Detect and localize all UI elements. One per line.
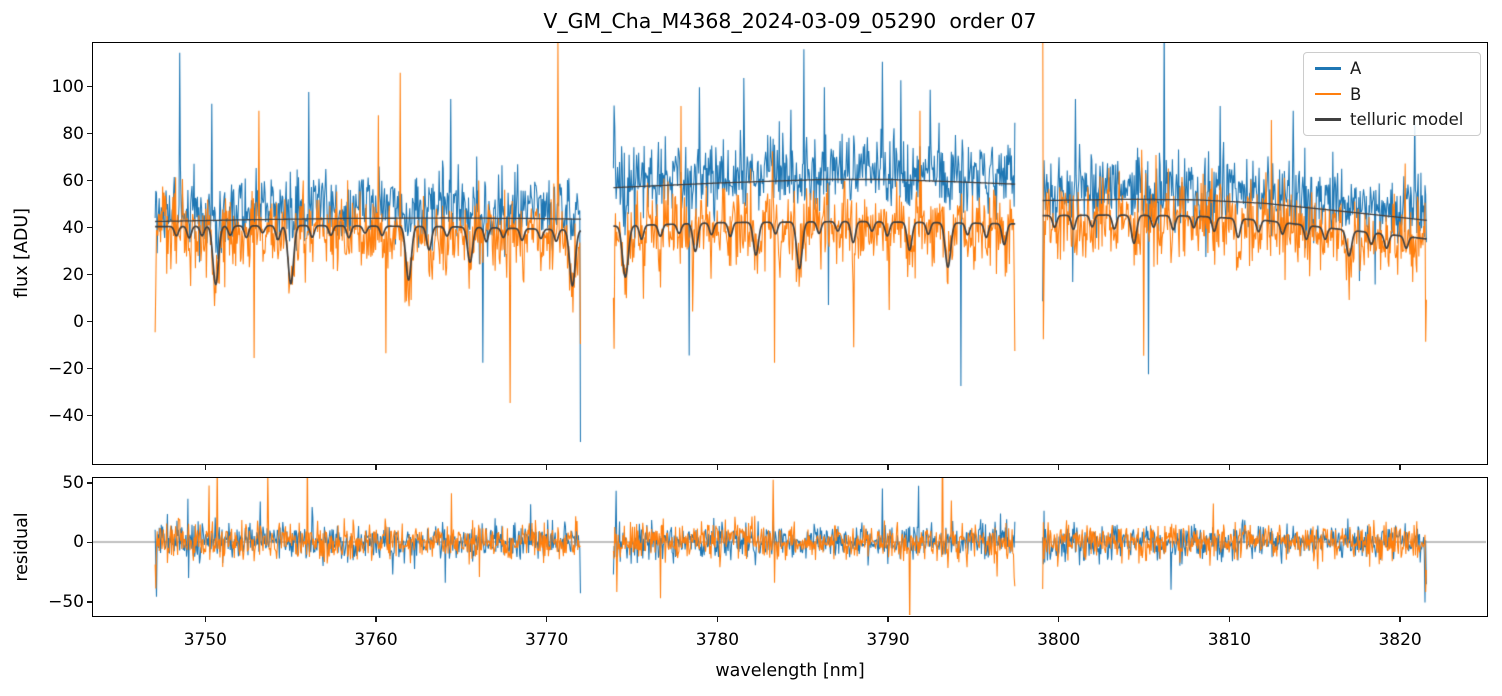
x-tick-mark: [546, 617, 548, 622]
x-tick-label: 3790: [866, 630, 910, 650]
flux-panel: [92, 42, 1488, 465]
x-tick-mark: [204, 617, 206, 622]
y-tick-label: 60: [62, 170, 84, 191]
x-tick-mark: [1399, 617, 1401, 622]
x-tick-label: 3820: [1378, 630, 1422, 650]
y-tick-label: −20: [48, 358, 84, 379]
y-tick-mark: [87, 541, 92, 544]
legend-label-b: B: [1350, 84, 1362, 104]
y-tick-label: 80: [62, 123, 84, 144]
x-tick-mark: [1399, 465, 1401, 470]
x-tick-label: 3780: [695, 630, 740, 650]
x-tick-label: 3810: [1207, 630, 1252, 650]
legend-label-telluric: telluric model: [1350, 110, 1464, 129]
x-tick-mark: [546, 465, 548, 470]
y-tick-mark: [87, 133, 92, 135]
series-a-line-swatch: [1315, 67, 1341, 70]
y-tick-mark: [87, 601, 92, 603]
y-tick-label: 100: [51, 76, 84, 97]
y-tick-label: 20: [62, 264, 84, 285]
y-tick-label: 40: [62, 217, 84, 238]
y-tick-mark: [87, 321, 92, 323]
y-tick-mark: [87, 274, 92, 276]
y-tick-label: 0: [73, 311, 84, 332]
y-tick-mark: [87, 227, 92, 229]
x-tick-mark: [204, 465, 206, 470]
x-tick-label: 3800: [1037, 630, 1081, 650]
legend-item-a: A: [1304, 57, 1480, 81]
legend-item-telluric: telluric model: [1304, 108, 1480, 132]
x-tick-label: 3770: [525, 630, 569, 650]
y-tick-mark: [87, 368, 92, 370]
y-tick-label: −50: [48, 591, 84, 612]
x-tick-mark: [887, 617, 889, 622]
x-tick-mark: [887, 465, 889, 470]
flux-y-axis-label: flux [ADU]: [12, 208, 32, 298]
x-tick-mark: [1058, 617, 1060, 622]
x-tick-mark: [1058, 465, 1060, 470]
x-tick-mark: [1228, 465, 1231, 470]
x-tick-mark: [375, 617, 377, 622]
residual-y-axis-label: residual: [12, 512, 32, 582]
flux-plot-canvas: [93, 43, 1486, 463]
x-axis-label: wavelength [nm]: [715, 661, 865, 681]
y-tick-mark: [87, 415, 92, 417]
figure-title: V_GM_Cha_M4368_2024-03-09_05290 order 07: [543, 9, 1037, 33]
x-tick-mark: [716, 617, 719, 622]
x-tick-mark: [716, 465, 719, 470]
y-tick-label: 50: [62, 472, 84, 493]
series-b-line-swatch: [1315, 92, 1341, 96]
y-tick-mark: [87, 482, 92, 484]
residual-panel: [92, 477, 1488, 617]
telluric-model-line-swatch: [1315, 118, 1341, 121]
y-tick-mark: [87, 180, 92, 182]
legend-label-a: A: [1350, 59, 1362, 78]
legend: A B telluric model: [1303, 52, 1481, 136]
residual-plot-canvas: [93, 478, 1486, 615]
y-tick-label: 0: [73, 532, 84, 553]
legend-item-b: B: [1304, 82, 1480, 106]
y-tick-mark: [87, 86, 92, 88]
x-tick-label: 3750: [183, 630, 227, 650]
x-tick-mark: [1228, 617, 1231, 622]
x-tick-mark: [375, 465, 377, 470]
x-tick-label: 3760: [354, 630, 398, 650]
y-tick-label: −40: [48, 405, 84, 426]
